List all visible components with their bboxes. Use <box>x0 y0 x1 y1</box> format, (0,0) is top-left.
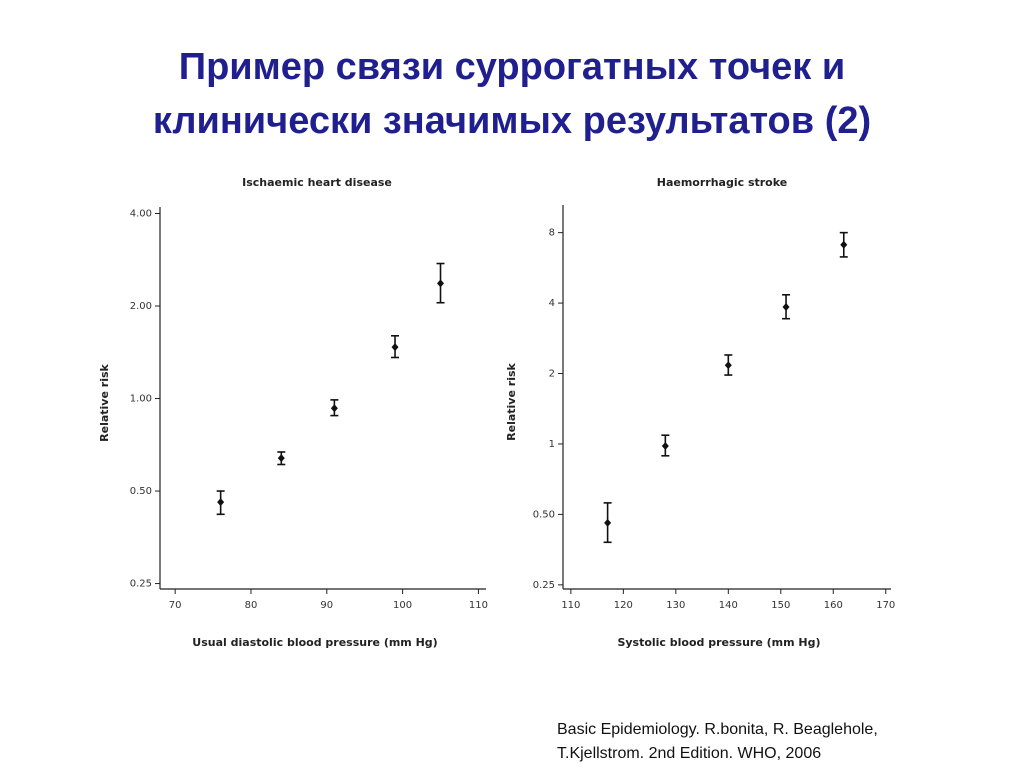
x-tick-label: 80 <box>245 600 258 611</box>
x-tick-label: 110 <box>469 600 488 611</box>
chart-title: Haemorrhagic stroke <box>657 176 787 189</box>
y-axis-label: Relative risk <box>98 363 111 441</box>
y-tick-label: 8 <box>549 228 555 239</box>
data-point <box>839 231 848 258</box>
data-point <box>724 354 733 376</box>
y-tick-label: 4 <box>549 298 555 309</box>
data-point <box>330 399 339 417</box>
x-tick-label: 130 <box>666 600 685 611</box>
data-point <box>603 502 612 544</box>
point-marker <box>604 518 612 527</box>
data-point <box>391 335 400 359</box>
x-axis-label: Systolic blood pressure (mm Hg) <box>617 636 820 649</box>
point-marker <box>330 404 338 413</box>
x-axis-label: Usual diastolic blood pressure (mm Hg) <box>192 636 437 649</box>
y-tick-label: 2.00 <box>130 301 152 312</box>
point-marker <box>782 302 790 311</box>
y-tick-label: 0.25 <box>130 579 152 590</box>
y-tick-label: 0.50 <box>130 486 152 497</box>
x-tick-label: 70 <box>169 600 182 611</box>
x-tick-label: 170 <box>876 600 895 611</box>
citation: Basic Epidemiology. R.bonita, R. Beagleh… <box>557 718 1017 766</box>
point-marker <box>437 279 445 288</box>
data-point <box>216 490 225 516</box>
y-tick-label: 0.25 <box>533 580 555 591</box>
data-point <box>436 262 445 304</box>
x-tick-label: 160 <box>824 600 843 611</box>
y-tick-label: 2 <box>549 369 555 380</box>
point-marker <box>217 498 225 507</box>
point-marker <box>277 454 285 463</box>
x-tick-label: 110 <box>561 600 580 611</box>
y-tick-label: 1 <box>549 439 555 450</box>
chart-title: Ischaemic heart disease <box>242 176 392 189</box>
y-tick-label: 0.50 <box>533 509 555 520</box>
citation-line-1: Basic Epidemiology. R.bonita, R. Beagleh… <box>557 721 878 738</box>
point-marker <box>391 343 399 352</box>
y-axis-label: Relative risk <box>505 362 518 440</box>
citation-line-2: T.Kjellstrom. 2nd Edition. WHO, 2006 <box>557 745 822 762</box>
x-tick-label: 100 <box>393 600 412 611</box>
slide-title-line-1: Пример связи суррогатных точек и <box>178 46 846 88</box>
point-marker <box>840 240 848 249</box>
x-tick-label: 120 <box>614 600 633 611</box>
x-tick-label: 90 <box>320 600 333 611</box>
point-marker <box>724 361 732 370</box>
slide-title: Пример связи суррогатных точек и клиниче… <box>0 40 1024 148</box>
x-tick-label: 140 <box>719 600 738 611</box>
slide-title-line-2: клинически значимых результатов (2) <box>152 100 872 142</box>
x-tick-label: 150 <box>771 600 790 611</box>
data-point <box>782 293 791 320</box>
y-tick-label: 4.00 <box>130 209 152 220</box>
data-point <box>277 451 286 466</box>
data-point <box>661 434 670 457</box>
point-marker <box>661 442 669 451</box>
y-tick-label: 1.00 <box>130 394 152 405</box>
